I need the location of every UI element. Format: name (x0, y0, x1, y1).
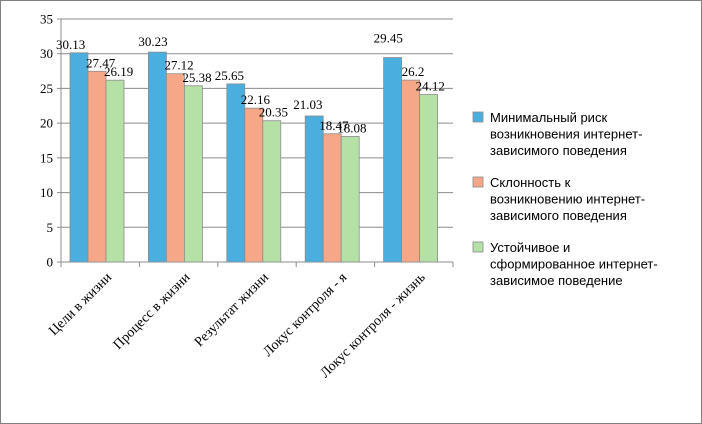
data-label: 29.45 (374, 31, 403, 46)
bar[interactable] (147, 51, 167, 263)
legend-swatch (472, 241, 484, 253)
legend-label: Склонность к (490, 175, 571, 190)
x-tick-label: Локус контроля - я (261, 270, 351, 360)
bar[interactable] (383, 57, 403, 263)
x-tick-label: Процесс в жизни (111, 270, 194, 353)
y-tick-label: 0 (47, 255, 54, 270)
bar[interactable] (340, 136, 360, 263)
x-tick-label: Цели в жизни (46, 270, 115, 339)
bar[interactable] (304, 115, 324, 263)
data-label: 18.08 (337, 120, 366, 135)
bar[interactable] (401, 79, 421, 263)
legend-label: зависимого поведения (490, 208, 627, 223)
bar[interactable] (183, 85, 203, 263)
data-label: 27.12 (164, 58, 193, 73)
bar[interactable] (419, 94, 439, 263)
legend-label: сформированное интернет- (490, 257, 658, 272)
bar[interactable] (226, 83, 246, 263)
bar[interactable] (69, 52, 89, 263)
data-label: 27.47 (86, 55, 116, 70)
y-tick-label: 15 (40, 150, 53, 165)
data-label: 21.03 (293, 97, 322, 112)
x-tick-label: Результат жизни (192, 270, 272, 350)
data-label: 25.65 (215, 68, 244, 83)
y-tick-label: 10 (40, 185, 53, 200)
legend-label: возникновения интернет- (490, 127, 642, 142)
legend-label: зависимое поведение (490, 273, 623, 288)
legend-label: Минимальный риск (490, 110, 607, 125)
data-label: 18.47 (319, 118, 349, 133)
data-label: 26.2 (402, 64, 425, 79)
legend-swatch (472, 111, 484, 123)
data-label: 30.23 (138, 34, 167, 49)
data-label: 20.35 (259, 105, 288, 120)
y-tick-label: 5 (47, 220, 54, 235)
bar[interactable] (165, 73, 185, 263)
bar[interactable] (262, 120, 282, 263)
data-label: 25.38 (182, 70, 211, 85)
data-label: 22.16 (241, 92, 271, 107)
data-label: 24.12 (416, 79, 445, 94)
y-tick-label: 35 (40, 12, 53, 27)
bar[interactable] (87, 70, 107, 263)
bar[interactable] (322, 133, 342, 263)
legend-label: возникновению интернет- (490, 192, 645, 207)
data-label: 30.13 (56, 37, 85, 52)
y-tick-label: 30 (40, 46, 53, 61)
bar[interactable] (244, 107, 264, 263)
legend-label: зависимого поведения (490, 143, 627, 158)
y-tick-label: 25 (40, 81, 53, 96)
bar[interactable] (105, 79, 125, 263)
legend-label: Устойчивое и (490, 240, 570, 255)
legend-swatch (472, 176, 484, 188)
data-label: 26.19 (104, 64, 133, 79)
y-tick-label: 20 (40, 116, 53, 131)
